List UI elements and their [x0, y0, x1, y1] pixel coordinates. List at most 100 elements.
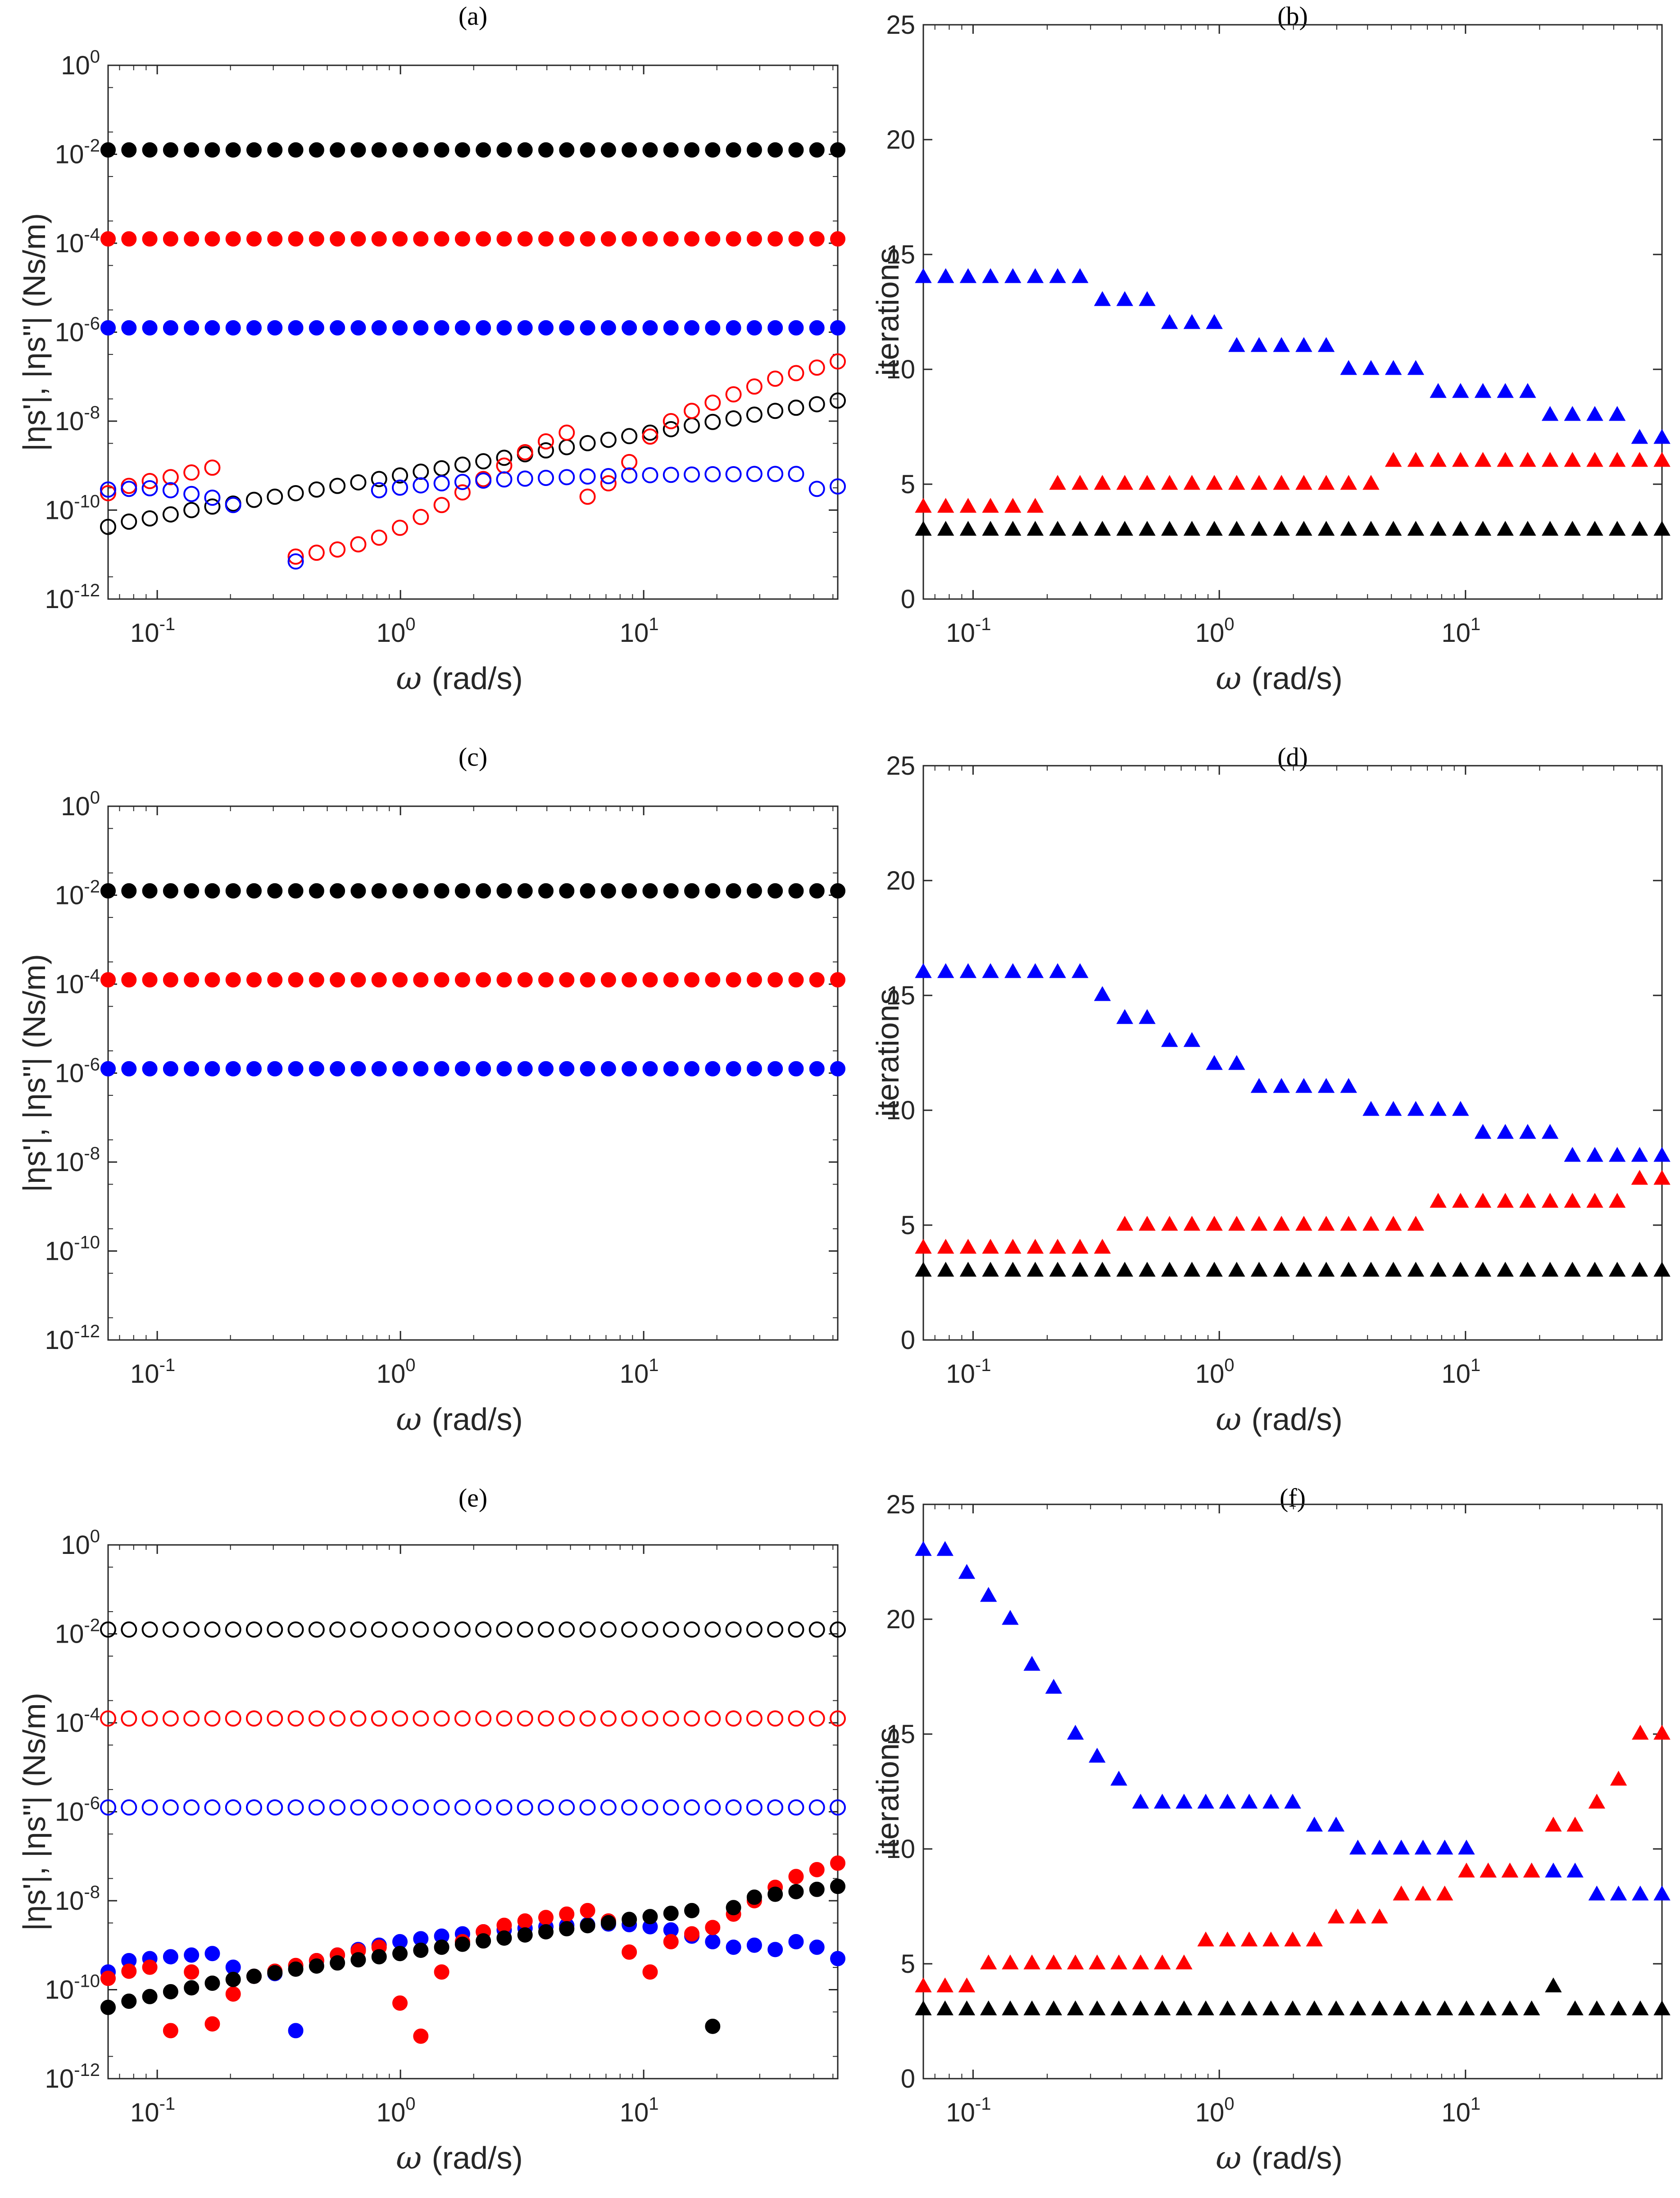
data-point: [1176, 1954, 1193, 1970]
data-point: [246, 1710, 262, 1727]
plot-frame: [922, 1503, 1663, 2080]
data-point: [517, 1621, 533, 1638]
data-point: [642, 424, 658, 441]
data-point: [434, 1964, 450, 1980]
y-tick-label: 10-8: [55, 403, 100, 436]
data-point: [663, 1799, 679, 1816]
data-point: [622, 142, 637, 158]
data-point: [704, 1710, 721, 1727]
data-point: [204, 2016, 220, 2032]
data-point: [1474, 1262, 1492, 1277]
data-point: [1653, 1725, 1671, 1740]
data-point: [538, 1621, 554, 1638]
data-point: [1632, 1725, 1649, 1740]
data-point: [141, 1710, 158, 1727]
data-point: [958, 2000, 976, 2016]
data-point: [1586, 406, 1603, 421]
y-tick-label: 25: [886, 751, 915, 781]
data-point: [496, 972, 512, 988]
data-point: [413, 509, 429, 525]
data-point: [1519, 1124, 1536, 1139]
data-point: [1026, 521, 1044, 536]
data-point: [684, 972, 699, 988]
data-point: [121, 883, 137, 899]
data-point: [1631, 1262, 1648, 1277]
series-2: [100, 1061, 845, 1076]
data-point: [308, 481, 325, 498]
data-point: [558, 1799, 575, 1816]
data-point: [538, 1924, 554, 1940]
data-point: [1089, 2000, 1106, 2016]
data-point: [413, 1061, 429, 1076]
data-point: [1385, 521, 1402, 536]
data-point: [413, 231, 429, 247]
data-point: [980, 1587, 997, 1602]
data-point: [267, 1061, 283, 1076]
data-point: [705, 142, 721, 158]
data-point: [1094, 291, 1111, 306]
data-point: [788, 142, 804, 158]
data-point: [1501, 1862, 1519, 1878]
data-point: [517, 470, 533, 487]
data-point: [287, 1621, 304, 1638]
data-point: [142, 1061, 158, 1076]
data-point: [392, 1710, 408, 1727]
data-point: [1541, 521, 1559, 536]
data-point: [959, 1239, 977, 1254]
x-axis-label: ω (rad/s): [1216, 2139, 1343, 2176]
data-point: [580, 142, 595, 158]
data-point: [1608, 521, 1626, 536]
data-point: [559, 142, 575, 158]
data-point: [1564, 521, 1581, 536]
data-point: [746, 883, 762, 899]
data-point: [1653, 1262, 1671, 1277]
data-point: [1564, 1262, 1581, 1277]
data-point: [705, 231, 721, 247]
data-point: [579, 1710, 596, 1727]
y-tick-label: 5: [901, 1211, 915, 1240]
data-point: [308, 1710, 325, 1727]
x-tick-label: 10-1: [946, 614, 991, 648]
data-point: [725, 410, 742, 427]
data-point: [1586, 521, 1603, 536]
data-point: [1631, 521, 1648, 536]
x-axis-label: ω (rad/s): [396, 660, 523, 697]
data-point: [288, 2023, 304, 2039]
data-point: [1049, 963, 1066, 978]
data-point: [642, 467, 658, 483]
data-point: [1588, 1885, 1606, 1901]
data-point: [329, 477, 346, 494]
data-point: [1273, 521, 1290, 536]
data-point: [267, 142, 283, 158]
data-point: [1240, 2000, 1258, 2016]
y-tick-label: 0: [901, 1326, 915, 1355]
data-point: [1564, 1193, 1581, 1208]
series-1: [100, 1710, 846, 1727]
data-point: [767, 231, 783, 247]
data-point: [475, 472, 492, 489]
data-point: [1002, 1610, 1019, 1625]
y-axis-label: |ηs'|, |ηs''| (Ns/m): [17, 1693, 52, 1931]
data-point: [1072, 475, 1089, 490]
series-1: [100, 231, 845, 247]
data-point: [600, 1710, 617, 1727]
data-point: [1519, 521, 1536, 536]
data-point: [454, 1061, 470, 1076]
y-tick-label: 10-10: [45, 1233, 100, 1266]
data-point: [1049, 268, 1066, 283]
data-point: [392, 1995, 408, 2011]
data-point: [1452, 1193, 1469, 1208]
data-point: [580, 972, 595, 988]
data-point: [225, 883, 241, 899]
data-point: [1139, 475, 1156, 490]
panel-title: (d): [1277, 742, 1308, 772]
data-point: [142, 1959, 158, 1975]
y-tick-label: 10: [886, 1835, 915, 1864]
data-point: [517, 883, 533, 899]
data-point: [392, 1621, 408, 1638]
data-point: [1393, 1839, 1410, 1855]
data-point: [413, 320, 429, 336]
data-point: [788, 400, 804, 416]
data-point: [1295, 1262, 1312, 1277]
